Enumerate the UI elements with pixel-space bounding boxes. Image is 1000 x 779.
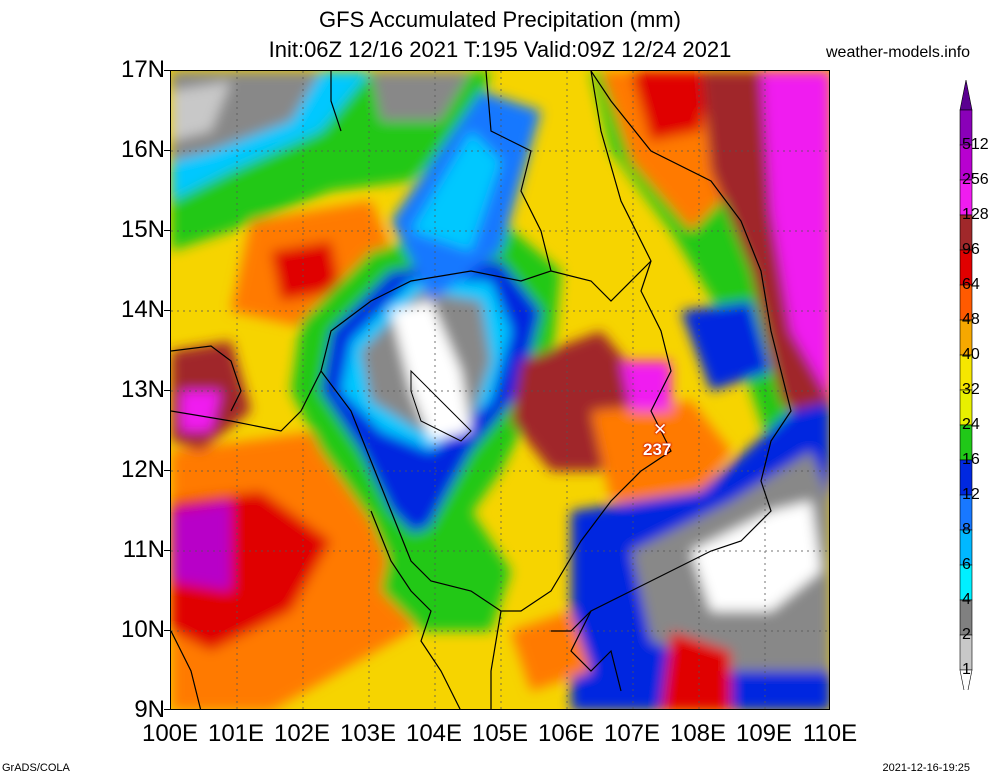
colorbar-label: 24 [962, 416, 980, 433]
region-west-magenta [181, 391, 221, 431]
region-northwest-red [271, 241, 341, 301]
region-south-center-green [381, 511, 511, 631]
lon-label: 102E [273, 720, 331, 747]
chart-title: GFS Accumulated Precipitation (mm) [319, 7, 681, 32]
lon-label: 108E [669, 720, 727, 747]
lat-label: 14N [120, 296, 165, 323]
colorbar-label: 128 [962, 206, 989, 223]
grid-lines [171, 71, 829, 709]
colorbar-label: 32 [962, 381, 980, 398]
lat-label: 17N [120, 56, 165, 83]
colorbar-label: 6 [962, 556, 971, 573]
colorbar-label: 256 [962, 171, 989, 188]
lat-label: 16N [120, 136, 165, 163]
footer-left: GrADS/COLA [2, 762, 70, 774]
colorbar-label: 8 [962, 521, 971, 538]
colorbar-bottom-arrow [959, 669, 973, 690]
tick-mark [164, 230, 170, 231]
lat-label: 13N [120, 376, 165, 403]
lon-label: 101E [207, 720, 265, 747]
colorbar-label: 96 [962, 241, 980, 258]
lon-label: 107E [603, 720, 661, 747]
lon-label: 104E [405, 720, 463, 747]
region-east-magenta [761, 71, 829, 398]
colorbar-label: 1 [962, 661, 971, 678]
lat-label: 15N [120, 216, 165, 243]
lon-label: 106E [537, 720, 595, 747]
lon-label: 105E [471, 720, 529, 747]
source-site: weather-models.info [826, 44, 971, 61]
precipitation-map [170, 70, 830, 710]
lon-label: 109E [735, 720, 793, 747]
colorbar-label: 2 [962, 626, 971, 643]
lat-label: 10N [120, 616, 165, 643]
tick-mark [164, 390, 170, 391]
colorbar-label: 16 [962, 451, 980, 468]
country-borders [171, 71, 792, 709]
region-center-magenta [621, 361, 671, 411]
lon-label: 110E [802, 720, 858, 747]
region-southeast-white [691, 501, 821, 611]
colorbar-label: 64 [962, 276, 980, 293]
tick-mark [164, 709, 170, 710]
region-center-east-orange [591, 401, 731, 511]
lon-label: 103E [339, 720, 397, 747]
colorbar-label: 40 [962, 346, 980, 363]
lat-label: 9N [134, 696, 165, 723]
colorbar-top-arrow [959, 80, 973, 111]
colorbar-label: 12 [962, 486, 980, 503]
lat-label: 11N [122, 536, 165, 563]
colorbar [959, 80, 973, 690]
lat-label: 12N [120, 456, 165, 483]
tick-mark [164, 310, 170, 311]
tick-mark [164, 150, 170, 151]
colorbar-label: 4 [962, 591, 971, 608]
region-central-white [391, 301, 471, 441]
chart-subtitle: Init:06Z 12/16 2021 T:195 Valid:09Z 12/2… [268, 37, 732, 62]
tick-mark [164, 550, 170, 551]
tick-mark [164, 630, 170, 631]
precipitation-field [171, 71, 829, 709]
region-east-blue [681, 301, 771, 391]
region-northeast-red [631, 71, 711, 141]
tick-mark [164, 470, 170, 471]
region-south-red [661, 631, 731, 709]
colorbar-label: 512 [962, 136, 989, 153]
region-north-gray-2 [371, 71, 471, 121]
region-west-purple [171, 501, 231, 591]
region-north-cyan-streak [411, 131, 501, 251]
tick-mark [164, 70, 170, 71]
colorbar-label: 48 [962, 311, 980, 328]
footer-right: 2021-12-16-19:25 [882, 762, 970, 774]
region-north-lightgray [171, 81, 231, 141]
max-marker-value: 237 [643, 440, 672, 459]
max-marker-icon: ✕ [653, 420, 668, 439]
lon-label: 100E [141, 720, 199, 747]
